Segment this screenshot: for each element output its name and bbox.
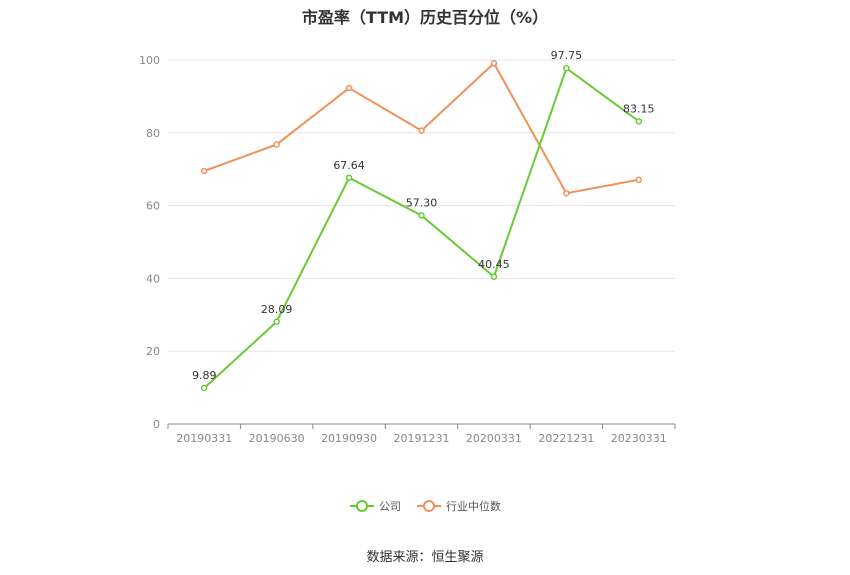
- series-group: [200, 60, 643, 392]
- legend-item[interactable]: 行业中位数: [417, 499, 501, 513]
- data-point: [345, 174, 353, 182]
- legend[interactable]: 公司 行业中位数: [350, 499, 501, 513]
- x-tick-label: 20190630: [249, 432, 305, 445]
- x-tick-label: 20190930: [321, 432, 377, 445]
- data-point: [635, 118, 643, 125]
- x-tick-label: 20191231: [394, 432, 450, 445]
- data-point: [490, 273, 498, 281]
- data-point: [273, 318, 280, 326]
- data-point: [563, 64, 570, 72]
- legend-label: 公司: [379, 500, 401, 513]
- data-label: 57.30: [406, 196, 438, 209]
- data-label: 9.89: [192, 369, 217, 382]
- legend-label: 行业中位数: [446, 499, 501, 513]
- y-tick-label: 80: [146, 127, 160, 140]
- data-point: [418, 127, 425, 134]
- x-axis: 20190331 20190630 20190930 20191231 20200331…: [167, 423, 676, 445]
- data-source: 数据来源：恒生聚源: [366, 550, 484, 565]
- data-point: [635, 176, 643, 184]
- data-point: [273, 141, 280, 148]
- data-point: [200, 384, 208, 392]
- data-point: [563, 189, 570, 197]
- y-tick-label: 20: [146, 345, 160, 358]
- data-label: 67.64: [333, 159, 365, 172]
- data-label: 83.15: [623, 102, 655, 115]
- data-point: [490, 60, 498, 67]
- data-labels: 9.89 28.09 67.64 57.30 40.45 97.75 83.15: [192, 49, 655, 382]
- data-label: 97.75: [551, 49, 583, 62]
- data-label: 40.45: [478, 258, 510, 271]
- data-point: [200, 167, 208, 175]
- chart-title: 市盈率（TTM）历史百分位（%）: [301, 8, 549, 27]
- y-tick-label: 60: [146, 200, 160, 213]
- legend-marker: [356, 500, 368, 512]
- data-point: [345, 84, 353, 92]
- y-tick-label: 40: [146, 272, 160, 285]
- series-line: [203, 66, 640, 389]
- data-label: 28.09: [261, 303, 293, 316]
- data-point: [418, 212, 425, 219]
- x-tick-label: 20200331: [466, 432, 522, 445]
- x-tick-label: 20221231: [538, 432, 594, 445]
- x-tick-label: 20190331: [176, 432, 232, 445]
- y-tick-label: 0: [153, 418, 160, 431]
- legend-marker: [423, 500, 435, 512]
- y-axis-ticks: 0 20 40 60 80 100: [139, 54, 160, 431]
- y-tick-label: 100: [139, 54, 160, 67]
- x-tick-label: 20230331: [611, 432, 667, 445]
- legend-item[interactable]: 公司: [350, 500, 401, 513]
